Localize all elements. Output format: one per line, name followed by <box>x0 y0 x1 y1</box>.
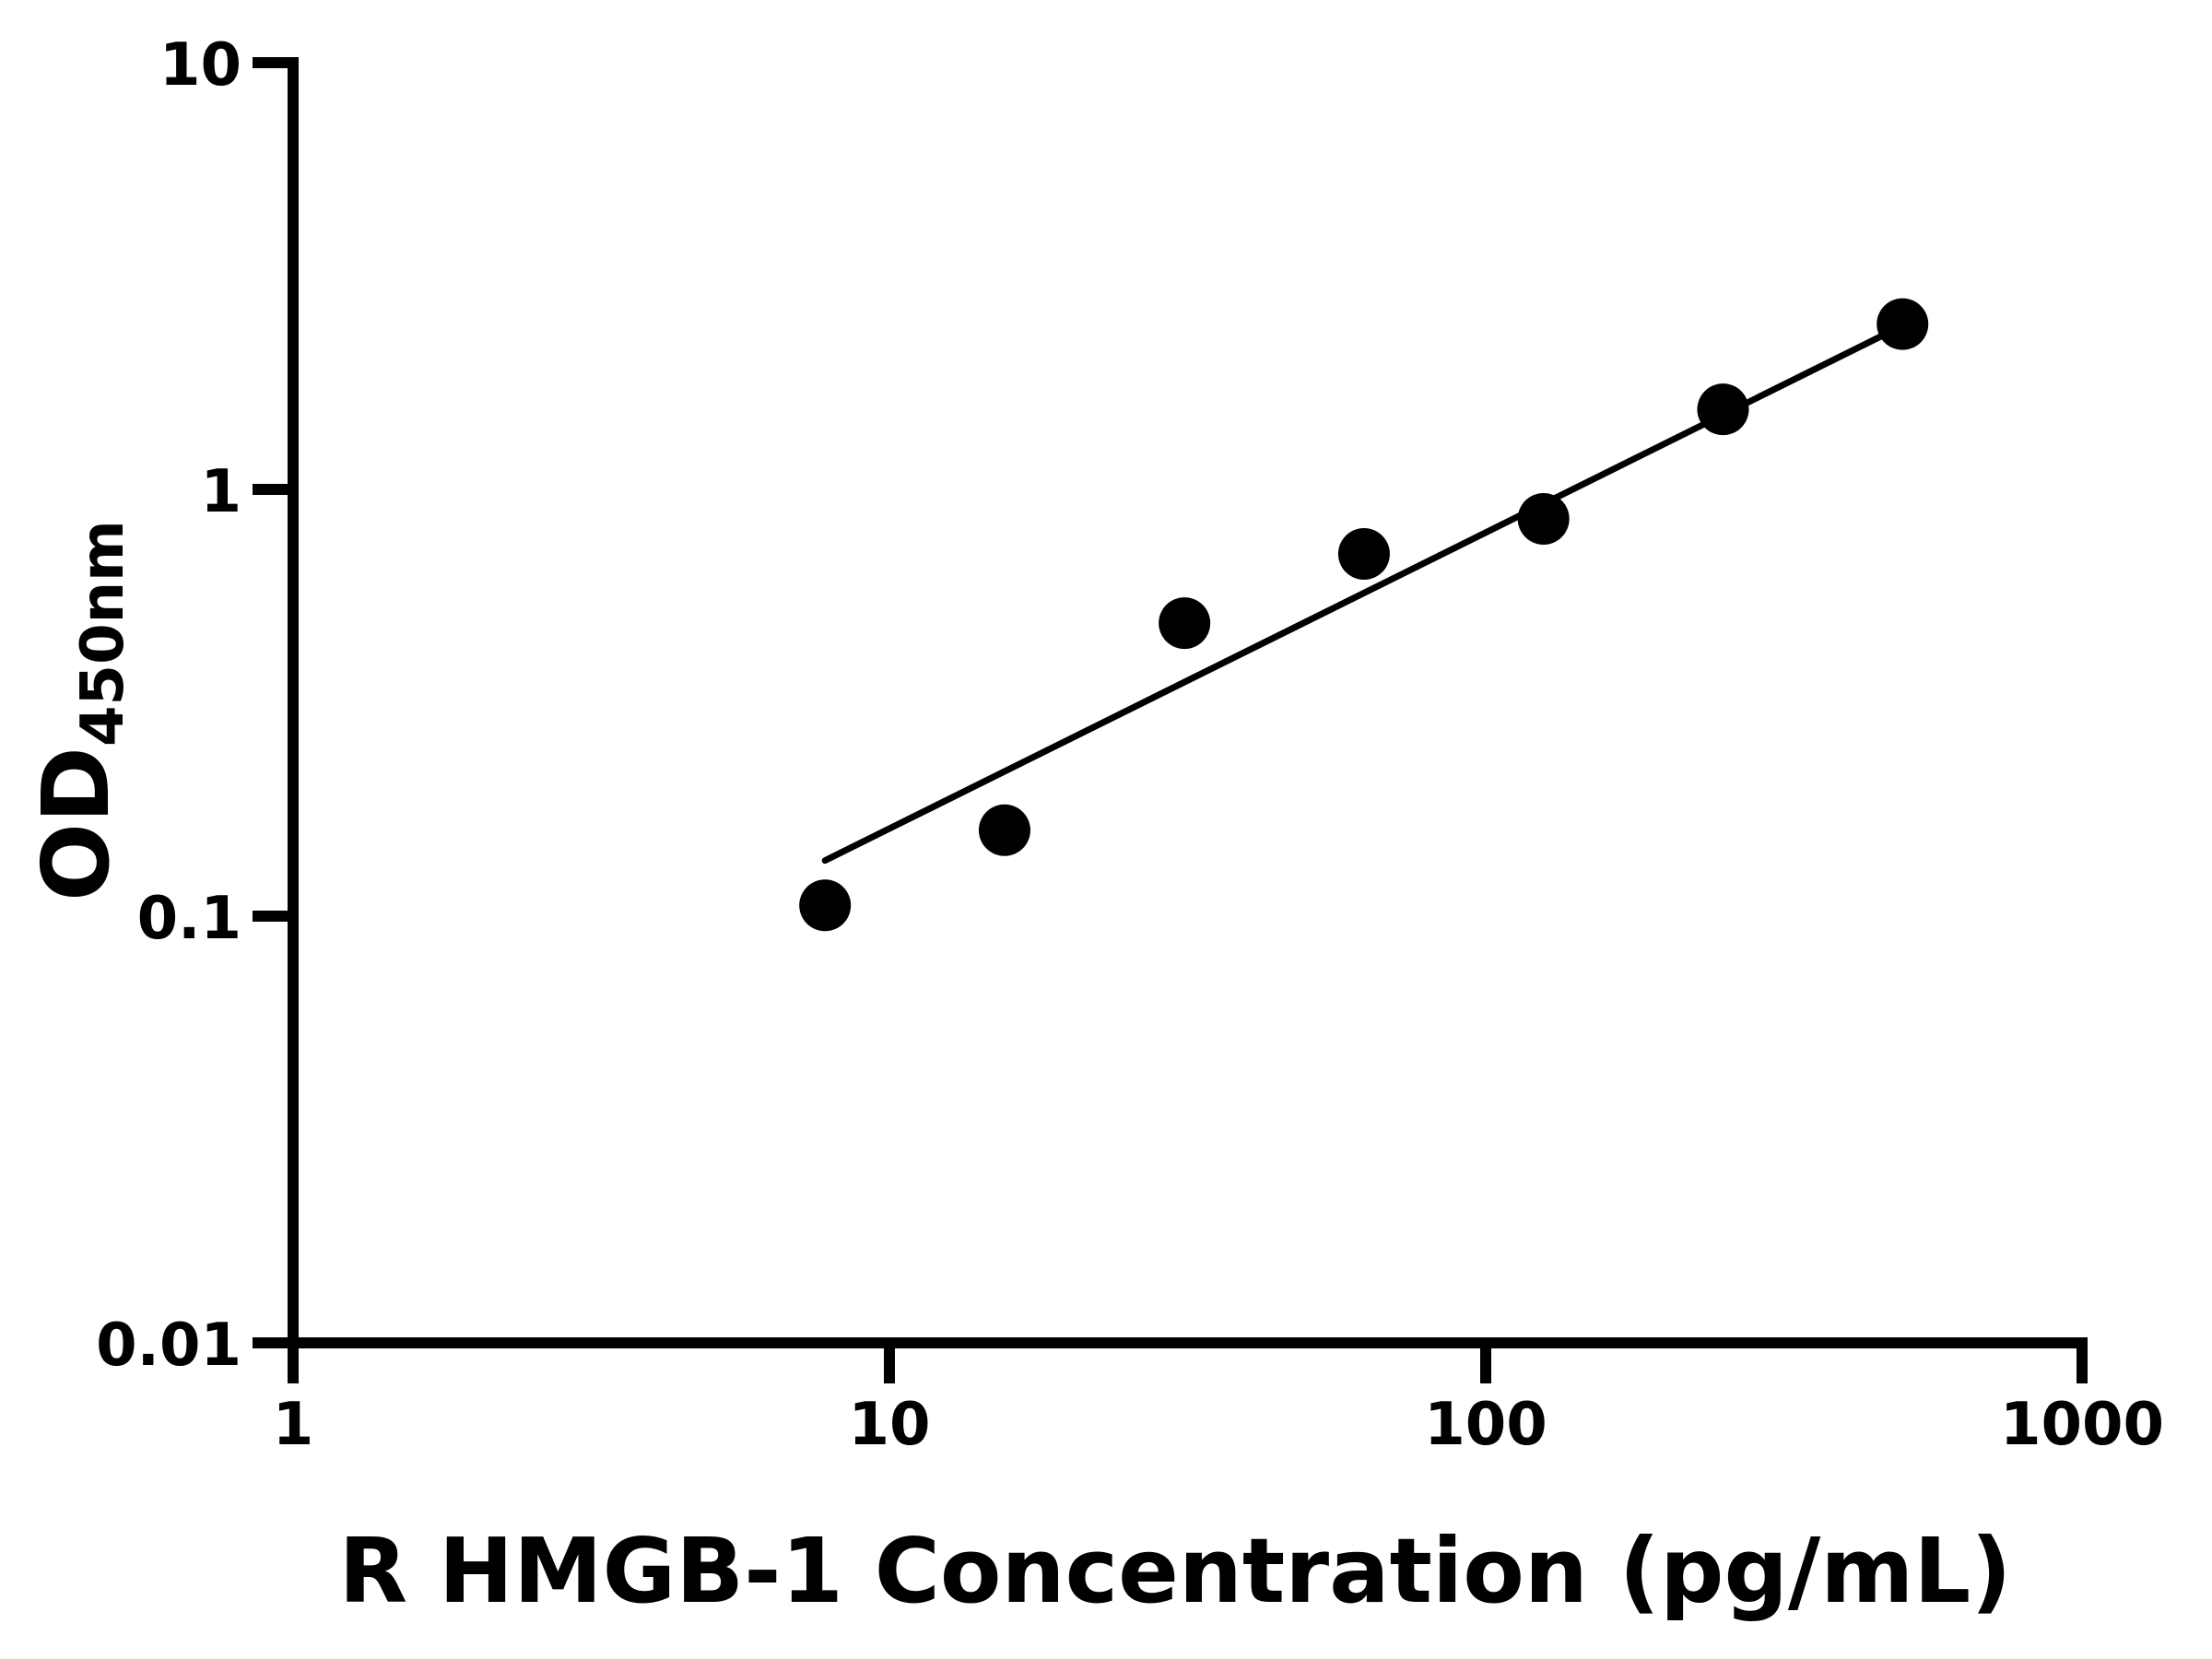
data-layer <box>799 298 1929 932</box>
data-point-2 <box>978 804 1030 856</box>
x-axis-title: R HMGB-1 Concentration (pg/mL) <box>338 1519 2011 1623</box>
axes-layer: 10 1 0.1 0.01 1 10 100 1000 <box>96 31 2164 1459</box>
data-point-3 <box>1159 597 1211 650</box>
y-axis-title-sub: 450nm <box>69 520 137 747</box>
x-tick-label-100: 100 <box>1424 1391 1547 1459</box>
x-tick-label-1000: 1000 <box>2000 1391 2164 1459</box>
x-tick-label-10: 10 <box>848 1391 930 1459</box>
y-axis-title: OD450nm <box>22 520 137 901</box>
data-point-4 <box>1337 528 1390 581</box>
data-point-1 <box>799 879 852 932</box>
data-point-5 <box>1517 492 1570 545</box>
data-point-7 <box>1877 298 1929 350</box>
axis-spine <box>288 57 2088 1348</box>
y-tick-label-0.01: 0.01 <box>96 1312 241 1380</box>
data-point-6 <box>1697 383 1749 436</box>
y-axis-title-main: OD <box>22 747 130 901</box>
y-tick-label-0.1: 0.1 <box>137 885 241 953</box>
x-tick-label-1: 1 <box>273 1391 314 1459</box>
y-tick-label-10: 10 <box>159 31 241 100</box>
y-tick-label-1: 1 <box>200 458 241 526</box>
